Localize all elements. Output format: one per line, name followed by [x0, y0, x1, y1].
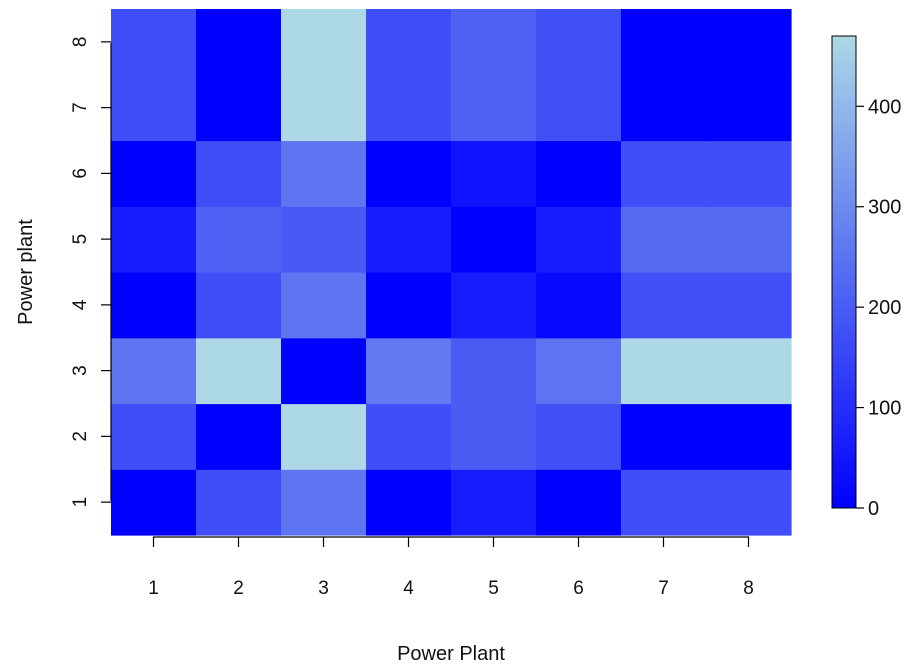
heatmap-cell: [451, 140, 537, 207]
colorbar-tick-label: 400: [868, 96, 901, 118]
y-tick-label: 2: [70, 431, 91, 442]
heatmap-cell: [621, 9, 707, 76]
y-tick-label: 5: [70, 234, 91, 245]
heatmap-cell: [621, 469, 707, 536]
y-tick-label: 8: [70, 37, 91, 48]
x-tick-label: 3: [318, 578, 329, 599]
heatmap-cell: [621, 272, 707, 339]
x-axis: 1 2 3 4 5 6 7 8: [148, 536, 754, 599]
heatmap-cell: [281, 337, 367, 405]
heatmap-cell: [621, 337, 707, 405]
x-tick-label: 7: [658, 578, 669, 599]
y-axis: 1 2 3 4 5 6 7 8: [70, 37, 112, 508]
heatmap-cell: [366, 469, 452, 536]
heatmap-cells: [111, 9, 792, 536]
heatmap-cell: [536, 206, 622, 273]
heatmap-cell: [196, 74, 282, 142]
heatmap-cell: [706, 206, 792, 273]
colorbar-gradient: [831, 35, 857, 509]
y-tick-label: 6: [70, 168, 91, 179]
heatmap-cell: [196, 9, 282, 76]
heatmap-cell: [621, 403, 707, 470]
heatmap-cell: [366, 74, 452, 142]
heatmap-cell: [451, 337, 537, 405]
heatmap-cell: [366, 206, 452, 273]
heatmap-cell: [536, 469, 622, 536]
heatmap-cell: [451, 206, 537, 273]
x-tick-label: 4: [403, 578, 414, 599]
colorbar-tick-label: 300: [868, 197, 901, 219]
heatmap-cell: [536, 272, 622, 339]
heatmap-cell: [706, 9, 792, 76]
heatmap-cell: [706, 403, 792, 470]
heatmap-cell: [706, 337, 792, 405]
heatmap-cell: [536, 9, 622, 76]
heatmap-cell: [621, 140, 707, 207]
heatmap-cell: [621, 74, 707, 142]
colorbar-tick-label: 0: [868, 498, 879, 520]
heatmap-cell: [111, 74, 197, 142]
heatmap-cell: [111, 140, 197, 207]
colorbar-tick-label: 200: [868, 297, 901, 319]
heatmap-cell: [111, 469, 197, 536]
heatmap-cell: [536, 74, 622, 142]
heatmap-cell: [451, 9, 537, 76]
y-tick-label: 7: [70, 102, 91, 113]
heatmap-cell: [196, 337, 282, 405]
heatmap-cell: [111, 272, 197, 339]
heatmap-cell: [451, 272, 537, 339]
heatmap-cell: [366, 272, 452, 339]
colorbar: 0 100 200 300 400: [831, 35, 901, 520]
heatmap-cell: [281, 74, 367, 142]
heatmap-cell: [111, 337, 197, 405]
heatmap-cell: [196, 272, 282, 339]
y-tick-label: 1: [70, 497, 91, 508]
x-tick-label: 1: [148, 578, 159, 599]
heatmap-cell: [111, 9, 197, 76]
x-tick-label: 8: [743, 578, 754, 599]
y-tick-label: 4: [70, 299, 91, 310]
heatmap-cell: [451, 469, 537, 536]
x-tick-label: 5: [488, 578, 499, 599]
heatmap-cell: [196, 140, 282, 207]
heatmap-cell: [621, 206, 707, 273]
heatmap-cell: [366, 403, 452, 470]
heatmap-cell: [366, 337, 452, 405]
heatmap-cell: [706, 140, 792, 207]
heatmap-cell: [536, 403, 622, 470]
colorbar-tick-label: 100: [868, 398, 901, 420]
colorbar-ticks: 0 100 200 300 400: [856, 96, 901, 520]
heatmap-cell: [196, 403, 282, 470]
x-tick-label: 2: [233, 578, 244, 599]
x-tick-label: 6: [573, 578, 584, 599]
heatmap-cell: [366, 9, 452, 76]
heatmap-cell: [451, 403, 537, 470]
heatmap-cell: [451, 74, 537, 142]
heatmap-cell: [196, 206, 282, 273]
heatmap-cell: [196, 469, 282, 536]
heatmap-cell: [281, 206, 367, 273]
heatmap-cell: [281, 9, 367, 76]
heatmap-cell: [536, 140, 622, 207]
y-tick-label: 3: [70, 365, 91, 376]
heatmap-cell: [281, 469, 367, 536]
heatmap-cell: [706, 74, 792, 142]
heatmap-cell: [111, 403, 197, 470]
heatmap-cell: [111, 206, 197, 273]
heatmap-cell: [706, 469, 792, 536]
heatmap-cell: [281, 272, 367, 339]
heatmap-cell: [706, 272, 792, 339]
heatmap-cell: [366, 140, 452, 207]
heatmap-cell: [281, 140, 367, 207]
x-axis-title: Power Plant: [397, 643, 505, 665]
heatmap-cell: [281, 403, 367, 470]
y-axis-title: Power plant: [15, 219, 37, 325]
heatmap-cell: [536, 337, 622, 405]
